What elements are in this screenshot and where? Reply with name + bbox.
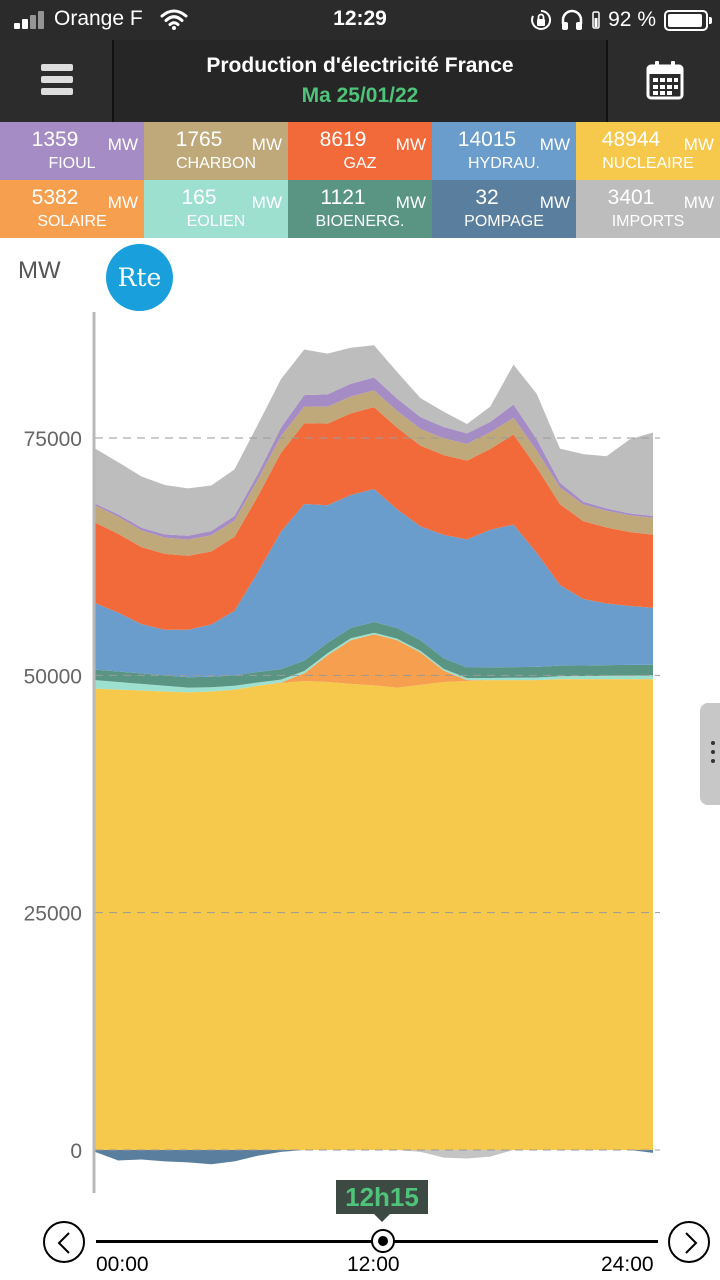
battery-percent: 92 % <box>608 8 656 31</box>
tile-value: 14015 <box>457 128 517 151</box>
tile-unit: MW <box>683 135 714 154</box>
app-header: Production d'électricité France Ma 25/01… <box>0 40 720 122</box>
carrier-name: Orange F <box>54 7 143 30</box>
previous-day-button[interactable] <box>43 1221 85 1263</box>
side-panel-handle[interactable] <box>700 703 720 805</box>
tile-unit: MW <box>107 135 138 154</box>
tile-unit: MW <box>395 193 426 212</box>
cursor-time-label: 12h15 <box>336 1180 428 1222</box>
tile-value: 48944 <box>601 128 661 151</box>
battery-icon <box>664 9 712 31</box>
tile-unit: MW <box>539 135 570 154</box>
area-bioenerg <box>95 622 653 688</box>
status-time: 12:29 <box>333 7 387 30</box>
page-title: Production d'électricité France <box>206 54 514 77</box>
tile-unit: MW <box>539 193 570 212</box>
orientation-lock-icon <box>531 9 552 30</box>
tile-label: BIOENERG. <box>315 213 405 230</box>
y-tick-label: 75000 <box>24 428 82 451</box>
tile-label: FIOUL <box>48 155 96 172</box>
tile-unit: MW <box>683 193 714 212</box>
y-tick-label: 25000 <box>24 903 82 926</box>
headphones-icon <box>561 9 583 30</box>
y-tick-label: 50000 <box>24 665 82 688</box>
x-tick-noon: 12:00 <box>347 1253 400 1276</box>
tile-value: 8619 <box>319 128 367 151</box>
tile-nucleaire[interactable]: 48944 MW NUCLEAIRE <box>576 122 720 180</box>
y-axis-unit: MW <box>18 257 61 284</box>
status-bar: Orange F 12:29 92 % <box>0 0 720 40</box>
rte-logo: Rte <box>106 244 173 311</box>
area-pompage <box>95 1150 653 1165</box>
energy-source-tiles: 1359 MW FIOUL 1765 MW CHARBON 8619 MW GAZ 14015 MW… <box>0 122 720 238</box>
area-charbon <box>95 390 653 556</box>
signal-icon <box>14 11 48 29</box>
area-nucleaire <box>95 679 653 1150</box>
tile-value: 1359 <box>31 128 79 151</box>
wifi-icon <box>160 9 188 30</box>
tile-unit: MW <box>395 135 426 154</box>
x-tick-start: 00:00 <box>96 1253 149 1276</box>
tile-value: 165 <box>181 186 217 209</box>
area-imports <box>95 345 653 536</box>
tile-fioul[interactable]: 1359 MW FIOUL <box>0 122 144 180</box>
tile-solaire[interactable]: 5382 MW SOLAIRE <box>0 180 144 238</box>
tile-unit: MW <box>251 135 282 154</box>
tile-value: 1121 <box>320 186 366 209</box>
tile-gaz[interactable]: 8619 MW GAZ <box>288 122 432 180</box>
chevron-left-icon <box>57 1232 70 1254</box>
tile-label: EOLIEN <box>186 213 246 230</box>
y-tick-label: 0 <box>70 1140 82 1163</box>
area-eolien <box>95 632 653 693</box>
time-slider-knob[interactable] <box>371 1229 395 1253</box>
tile-charbon[interactable]: 1765 MW CHARBON <box>144 122 288 180</box>
tile-hydrau[interactable]: 14015 MW HYDRAU. <box>432 122 576 180</box>
tile-label: POMPAGE <box>464 213 544 230</box>
page-date: Ma 25/01/22 <box>301 84 419 107</box>
tile-label: HYDRAU. <box>467 155 540 172</box>
tile-unit: MW <box>251 193 282 212</box>
tile-label: IMPORTS <box>611 213 685 230</box>
production-chart[interactable]: 0 25000 50000 75000 MW <box>0 238 720 1280</box>
tile-pompage[interactable]: 32 MW POMPAGE <box>432 180 576 238</box>
area-hydrau <box>95 489 653 678</box>
tile-value: 1765 <box>175 128 223 151</box>
calendar-icon <box>646 61 684 100</box>
tile-bioenerg[interactable]: 1121 MW BIOENERG. <box>288 180 432 238</box>
chevron-right-icon <box>685 1232 698 1254</box>
tile-label: GAZ <box>343 155 377 172</box>
x-tick-end: 24:00 <box>601 1253 654 1276</box>
tile-label: CHARBON <box>175 155 256 172</box>
next-day-button[interactable] <box>668 1221 710 1263</box>
tile-value: 3401 <box>607 186 655 209</box>
tile-value: 5382 <box>31 186 79 209</box>
tile-label: NUCLEAIRE <box>602 155 694 172</box>
tile-label: SOLAIRE <box>37 213 107 230</box>
area-gaz <box>95 407 653 630</box>
area-solaire <box>95 634 653 693</box>
charging-icon <box>592 11 600 29</box>
tile-eolien[interactable]: 165 MW EOLIEN <box>144 180 288 238</box>
tile-value: 32 <box>475 186 499 209</box>
hamburger-icon <box>41 64 73 96</box>
calendar-button[interactable] <box>606 40 720 122</box>
tile-imports[interactable]: 3401 MW IMPORTS <box>576 180 720 238</box>
menu-button[interactable] <box>0 40 114 122</box>
tile-unit: MW <box>107 193 138 212</box>
